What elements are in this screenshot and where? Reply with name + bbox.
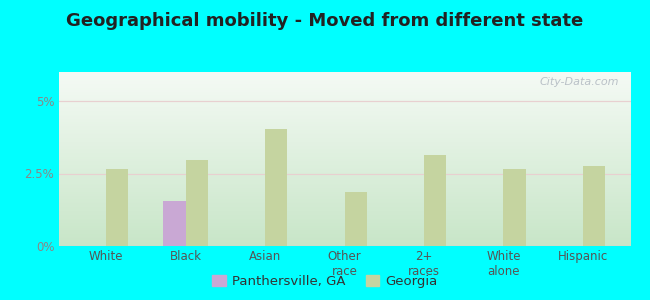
- Text: Geographical mobility - Moved from different state: Geographical mobility - Moved from diffe…: [66, 12, 584, 30]
- Bar: [106, 169, 129, 246]
- Text: City-Data.com: City-Data.com: [540, 77, 619, 87]
- Bar: [163, 201, 186, 246]
- Bar: [424, 155, 446, 246]
- Bar: [265, 128, 287, 246]
- Legend: Panthersville, GA, Georgia: Panthersville, GA, Georgia: [207, 270, 443, 293]
- Bar: [344, 192, 367, 246]
- Bar: [503, 169, 526, 246]
- Bar: [186, 160, 208, 246]
- Bar: [583, 166, 605, 246]
